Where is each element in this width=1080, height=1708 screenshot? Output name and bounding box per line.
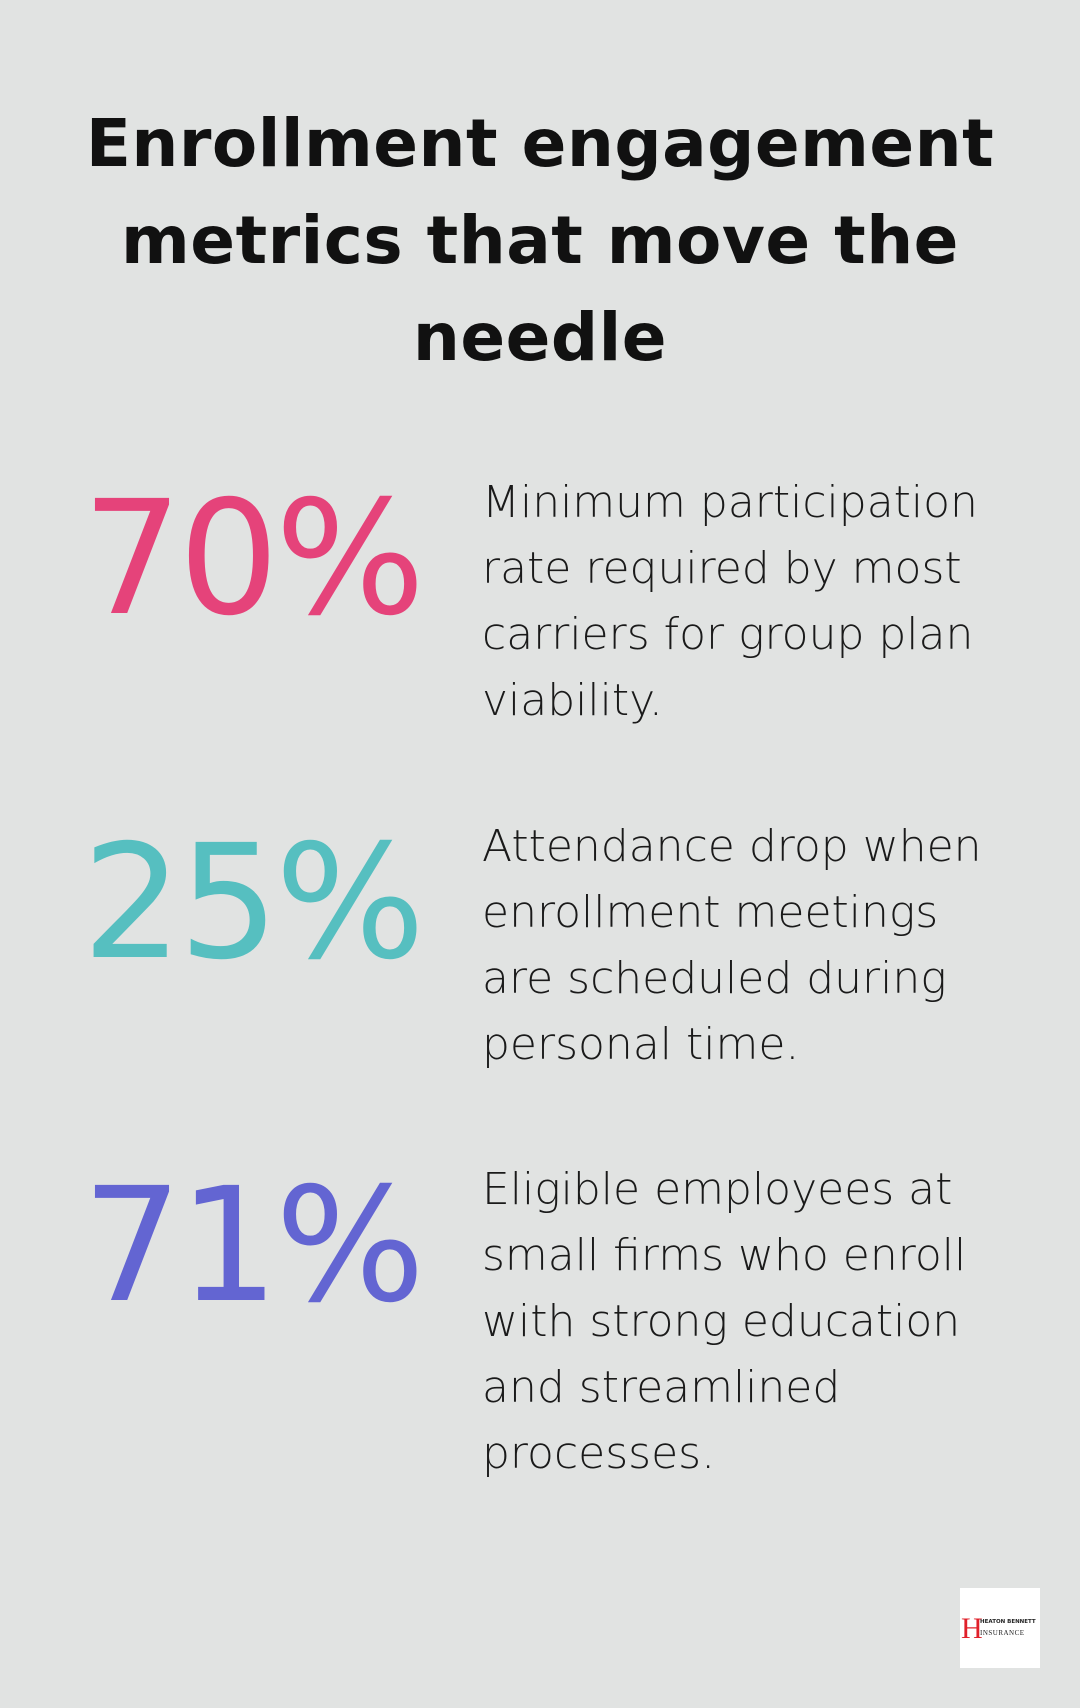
stat-value: 71%: [82, 1154, 425, 1338]
stat-description: Minimum participation rate required by m…: [482, 477, 978, 726]
stat-description: Attendance drop when enrollment meetings…: [482, 821, 982, 1070]
stat-description: Eligible employees at small firms who en…: [482, 1164, 967, 1479]
page-title: Enrollment engagement metrics that move …: [85, 105, 995, 376]
company-logo: H HEATON BENNETT INSURANCE: [960, 1588, 1040, 1668]
logo-letter: H: [961, 1612, 983, 1645]
logo-line2: INSURANCE: [980, 1629, 1025, 1637]
logo-line1: HEATON BENNETT: [980, 1619, 1036, 1625]
stat-value: 70%: [82, 467, 425, 651]
stat-value: 25%: [82, 811, 425, 995]
